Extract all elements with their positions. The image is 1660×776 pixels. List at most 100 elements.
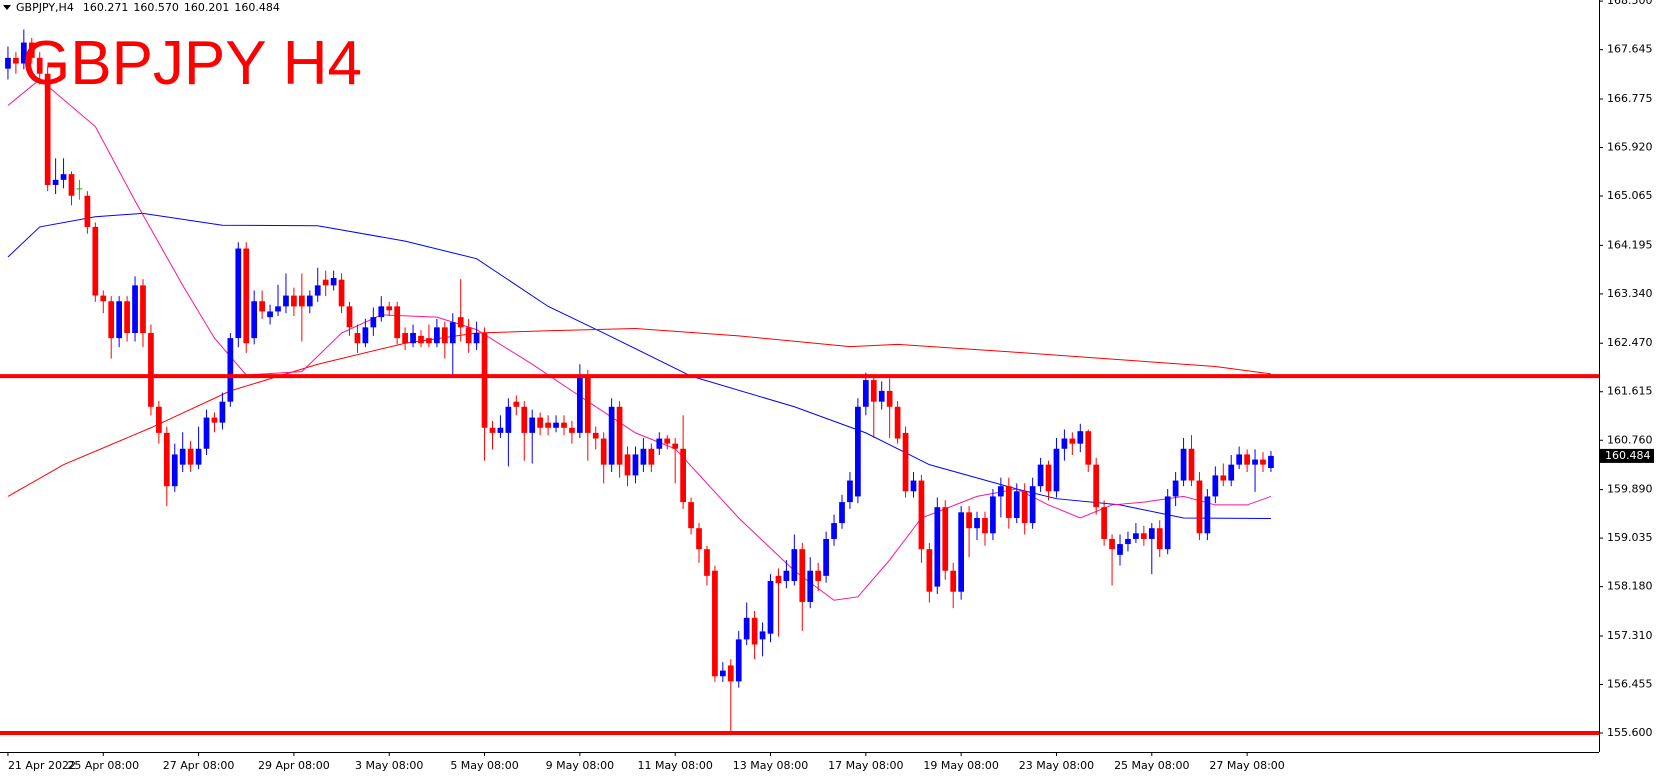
candle-body xyxy=(441,327,448,344)
candle-body xyxy=(902,432,909,492)
candle-body xyxy=(743,617,750,640)
candle-body xyxy=(537,417,544,428)
candle-body xyxy=(910,480,917,492)
y-tick-label: 164.195 xyxy=(1607,238,1653,251)
candle-body xyxy=(608,406,615,465)
candle-body xyxy=(1140,533,1147,539)
candle-body xyxy=(426,338,432,344)
candle-body xyxy=(449,322,456,344)
header: GBPJPY,H4 160.271 160.570 160.201 160.484 xyxy=(16,1,280,14)
candle-body xyxy=(990,496,996,534)
candle-body xyxy=(561,422,567,428)
candle-body xyxy=(862,380,869,407)
symbol: GBPJPY,H4 xyxy=(16,1,74,14)
candle-body xyxy=(521,406,528,433)
candle-body xyxy=(338,279,345,307)
candle-body xyxy=(163,432,170,487)
candle-body xyxy=(108,301,115,339)
y-tick-label: 165.920 xyxy=(1607,141,1653,154)
candle-body xyxy=(926,549,933,592)
candle-body xyxy=(489,427,496,433)
candle-body xyxy=(92,226,99,296)
candle-body xyxy=(751,617,758,645)
candle-body xyxy=(346,306,353,328)
candle-body xyxy=(966,512,972,529)
candle-body xyxy=(1069,438,1076,444)
candle-body xyxy=(656,438,663,449)
x-tick-label: 21 Apr 2022 xyxy=(8,759,76,772)
candle-body xyxy=(942,507,949,571)
y-tick-label: 167.645 xyxy=(1607,43,1653,56)
candle-body xyxy=(1061,438,1068,449)
candle-body xyxy=(680,448,686,503)
candle-body xyxy=(156,406,162,433)
candle-body xyxy=(878,390,885,402)
y-tick-label: 157.310 xyxy=(1607,629,1653,642)
candle-body xyxy=(815,570,822,581)
x-tick-label: 17 May 08:00 xyxy=(828,759,903,772)
candle-body xyxy=(529,417,536,433)
candle-body xyxy=(5,57,11,69)
candle-body xyxy=(354,333,361,344)
candle-body xyxy=(195,448,202,465)
candle-body xyxy=(275,306,281,312)
candle-body xyxy=(314,285,321,296)
candle-body xyxy=(584,375,591,433)
x-tick-label: 25 Apr 08:00 xyxy=(67,759,139,772)
y-tick-label: 158.180 xyxy=(1607,580,1653,593)
candle-body xyxy=(1244,454,1250,465)
y-tick-label: 159.035 xyxy=(1607,531,1653,544)
candle-body xyxy=(672,443,679,449)
candle-body xyxy=(640,448,647,465)
candle-body xyxy=(664,438,671,444)
menu-arrow xyxy=(3,5,11,10)
x-tick-label: 23 May 08:00 xyxy=(1019,759,1094,772)
candle-body xyxy=(386,306,393,311)
candle-body xyxy=(577,375,583,433)
candle-body xyxy=(1021,491,1028,524)
candle-body xyxy=(36,57,43,74)
candle-body xyxy=(28,42,35,58)
candle-body xyxy=(497,427,504,433)
candle-body xyxy=(378,306,385,318)
candle-body xyxy=(259,301,265,312)
candle-body xyxy=(1236,454,1243,465)
candle-body xyxy=(1268,455,1274,468)
y-tick-label: 163.340 xyxy=(1607,287,1653,300)
candle-body xyxy=(76,188,83,190)
candle-body xyxy=(767,580,774,634)
candle-body xyxy=(592,432,599,439)
candle-body xyxy=(727,665,734,682)
candle-body xyxy=(1101,507,1107,539)
candle-body xyxy=(799,549,806,602)
x-tick-label: 13 May 08:00 xyxy=(733,759,808,772)
y-tick-label: 168.500 xyxy=(1607,0,1653,7)
candle-body xyxy=(291,295,297,307)
candle-body xyxy=(783,570,790,581)
candle-body xyxy=(1260,459,1266,465)
candle-body xyxy=(20,42,27,64)
candle-body xyxy=(306,295,313,307)
ohlc-value: 160.201 xyxy=(184,1,230,14)
candle-body xyxy=(124,301,130,334)
candle-body xyxy=(958,512,965,592)
candle-body xyxy=(616,406,623,465)
candle-body xyxy=(235,248,242,339)
candle-body xyxy=(545,422,551,428)
candle-body xyxy=(569,427,575,433)
x-tick-label: 27 Apr 08:00 xyxy=(163,759,235,772)
candle-body xyxy=(203,417,210,449)
candle-body xyxy=(322,279,329,286)
candle-body xyxy=(823,538,829,576)
candle-body xyxy=(1220,475,1227,481)
candle-body xyxy=(950,570,957,592)
price-tag xyxy=(1600,448,1654,463)
candle-body xyxy=(1133,533,1139,539)
candle-body xyxy=(84,195,91,227)
candle-body xyxy=(481,333,488,428)
candle-body xyxy=(116,301,123,339)
candle-body xyxy=(688,502,694,529)
x-tick-label: 3 May 08:00 xyxy=(355,759,423,772)
candle-body xyxy=(553,422,559,428)
